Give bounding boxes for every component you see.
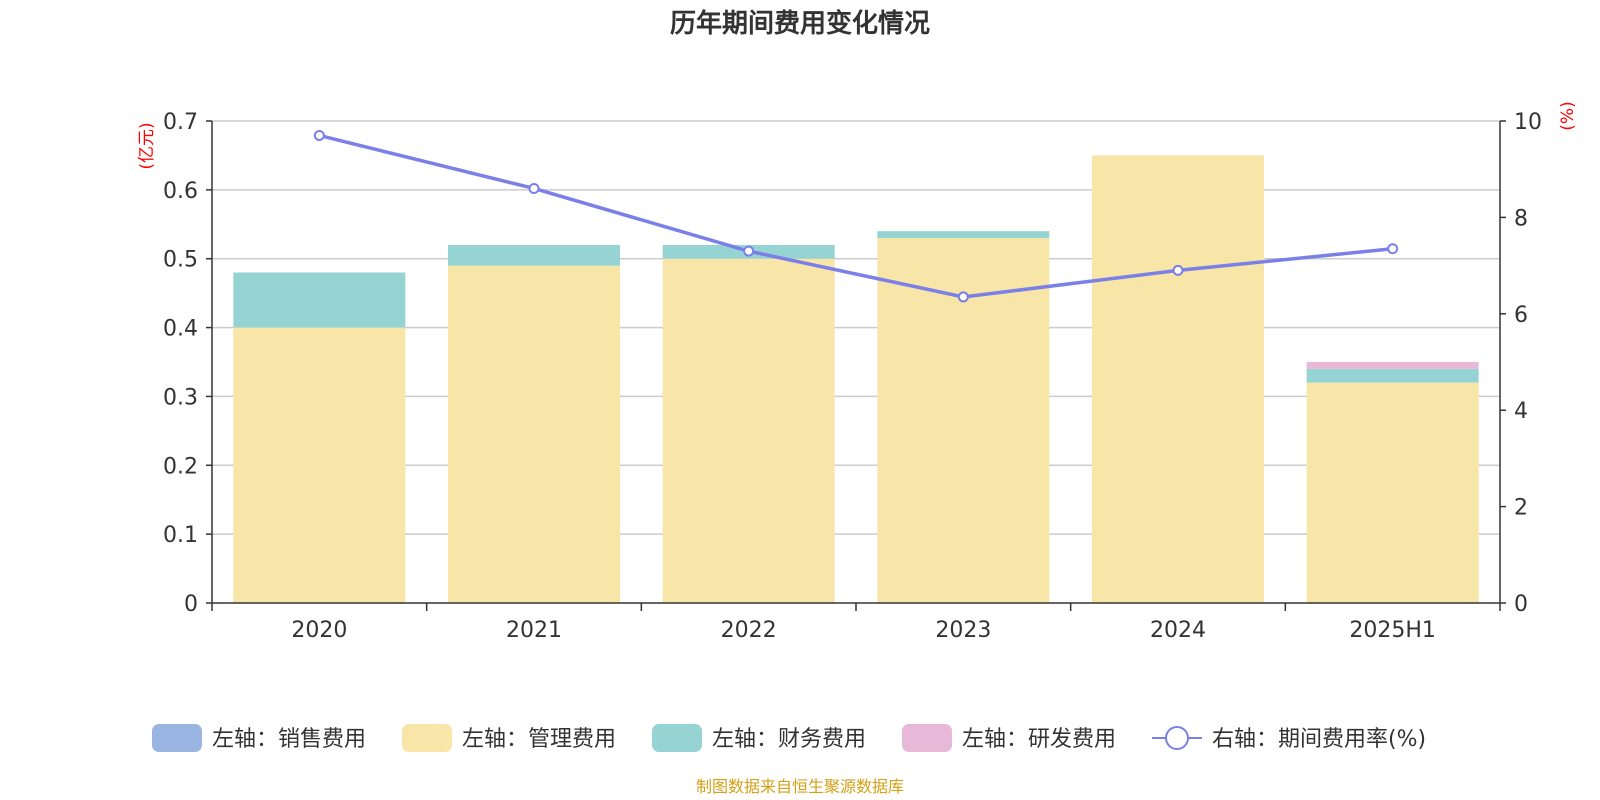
left-tick-label: 0.5 <box>163 248 198 273</box>
x-tick-label: 2020 <box>291 618 347 643</box>
legend-label: 右轴：期间费用率(%) <box>1212 727 1426 752</box>
bar-2020-左轴：财务费用 <box>233 272 406 328</box>
x-tick-label: 2022 <box>721 618 777 643</box>
legend-item-0[interactable]: 左轴：销售费用 <box>152 724 366 752</box>
legend-item-1[interactable]: 左轴：管理费用 <box>402 724 616 752</box>
right-tick-label: 10 <box>1514 110 1542 135</box>
left-tick-label: 0.6 <box>163 179 198 204</box>
rate-point-2022 <box>743 245 755 257</box>
legend-label: 左轴：研发费用 <box>962 727 1116 752</box>
bar-2020-左轴：管理费用 <box>233 327 406 603</box>
gridlines <box>212 120 1500 535</box>
left-tick-label: 0.2 <box>163 454 198 479</box>
x-tick-label: 2023 <box>935 618 991 643</box>
left-tick-label: 0.4 <box>163 317 198 342</box>
right-tick-label: 4 <box>1514 399 1528 424</box>
right-tick-label: 8 <box>1514 206 1528 231</box>
left-axis-unit: (亿元) <box>137 122 157 169</box>
bar-series <box>233 155 1479 604</box>
x-tick-label: 2025H1 <box>1349 618 1436 643</box>
left-tick-label: 0.1 <box>163 523 198 548</box>
rate-point-2025H1 <box>1387 243 1399 255</box>
rate-point-2020 <box>313 129 325 141</box>
left-tick-label: 0 <box>184 592 198 617</box>
rate-point-2023 <box>957 291 969 303</box>
legend-marker <box>1165 726 1189 750</box>
legend-item-4[interactable]: 右轴：期间费用率(%) <box>1152 726 1426 752</box>
x-tick-label: 2024 <box>1150 618 1206 643</box>
legend-label: 左轴：管理费用 <box>462 727 616 752</box>
legend-swatch <box>902 724 952 752</box>
legend-label: 左轴：销售费用 <box>212 727 366 752</box>
legend: 左轴：销售费用 左轴：管理费用 左轴：财务费用 左轴：研发费用 右轴：期间费用率(%) <box>152 724 1426 752</box>
rate-point-2024 <box>1172 264 1184 276</box>
rate-line-series <box>313 129 1399 303</box>
right-tick-label: 6 <box>1514 303 1528 328</box>
bar-2023-左轴：财务费用 <box>877 231 1050 239</box>
rate-point-2021 <box>528 182 540 194</box>
data-source-note: 制图数据来自恒生聚源数据库 <box>696 777 904 796</box>
bar-2021-左轴：管理费用 <box>448 265 620 603</box>
right-tick-label: 0 <box>1514 592 1528 617</box>
legend-swatch <box>402 724 452 752</box>
bar-2024-左轴：管理费用 <box>1092 155 1264 603</box>
legend-item-3[interactable]: 左轴：研发费用 <box>902 724 1116 752</box>
bar-2025H1-左轴：财务费用 <box>1306 368 1479 383</box>
right-tick-label: 2 <box>1514 496 1528 521</box>
bar-2021-左轴：财务费用 <box>448 244 620 266</box>
legend-swatch <box>152 724 202 752</box>
legend-swatch <box>652 724 702 752</box>
right-axis-unit: (%) <box>1558 101 1578 130</box>
bar-2022-左轴：管理费用 <box>662 258 835 603</box>
left-tick-label: 0.7 <box>163 110 198 135</box>
legend-label: 左轴：财务费用 <box>712 727 866 752</box>
rate-line <box>318 133 1393 299</box>
legend-item-2[interactable]: 左轴：财务费用 <box>652 724 866 752</box>
left-tick-label: 0.3 <box>163 385 198 410</box>
chart-title: 历年期间费用变化情况 <box>670 8 930 39</box>
bar-2025H1-左轴：管理费用 <box>1306 382 1479 603</box>
bar-2025H1-左轴：研发费用 <box>1306 362 1479 369</box>
axes: 0 0.1 0.2 0.3 0.4 0.5 0.6 0.7 0 2 4 6 8 10 2020 2021 202… <box>163 110 1542 643</box>
x-tick-label: 2021 <box>506 618 562 643</box>
